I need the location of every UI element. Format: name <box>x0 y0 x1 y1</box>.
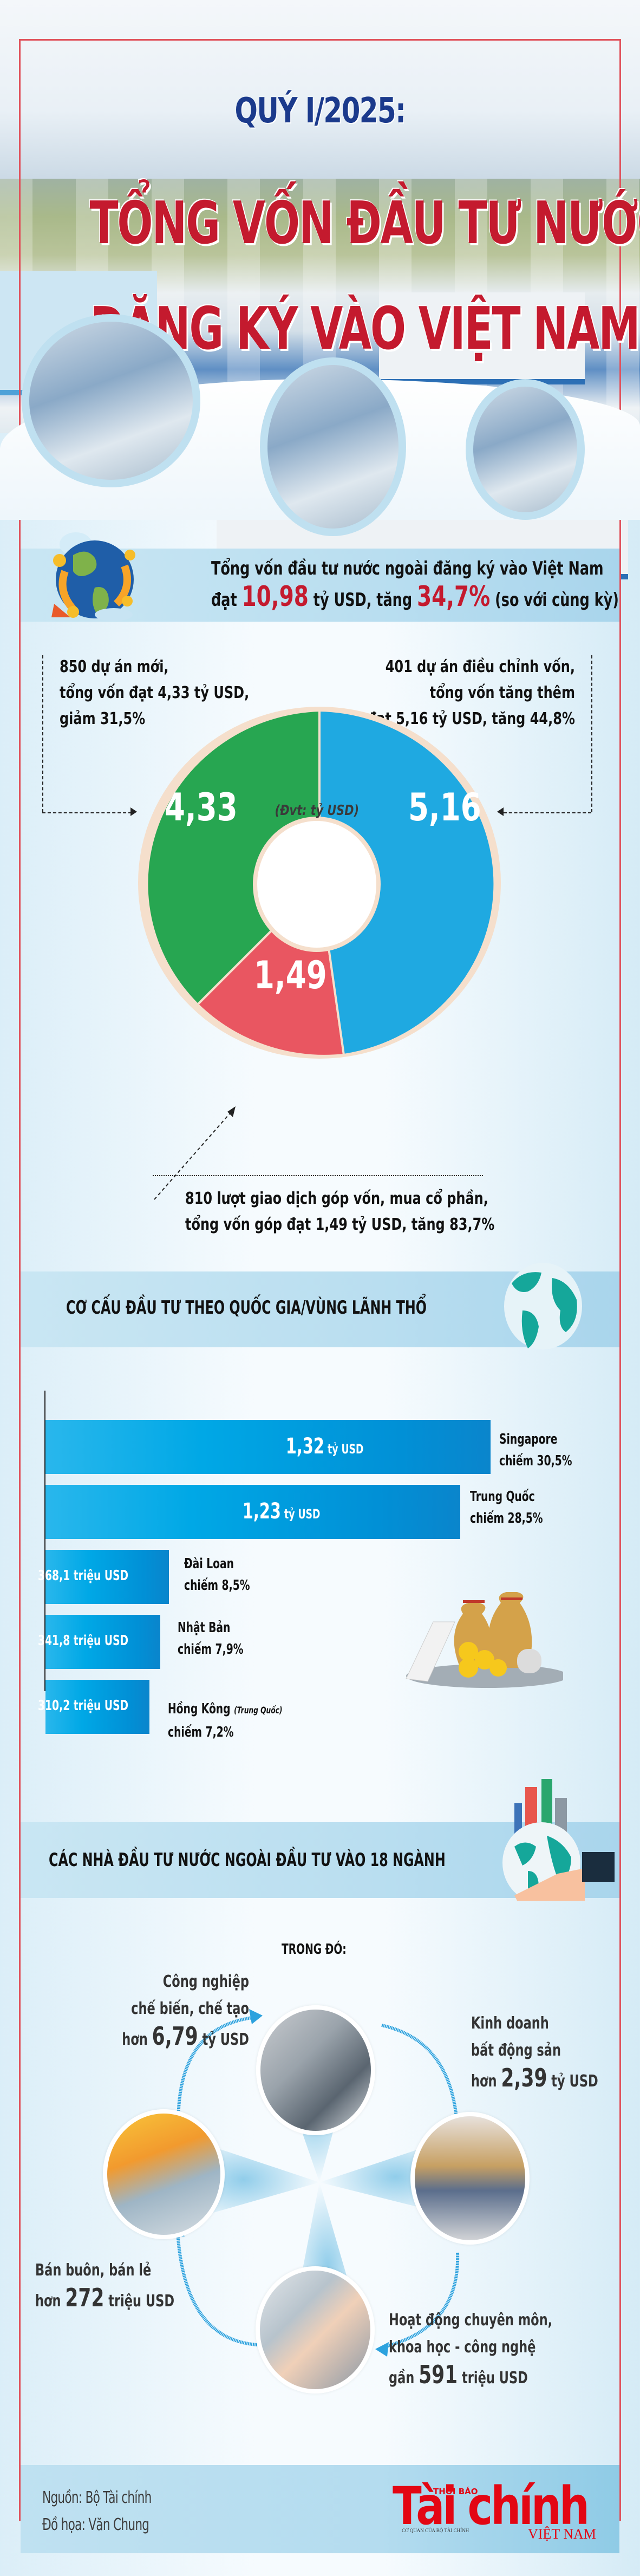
summary-total-value: 10,98 <box>241 581 309 613</box>
logo-country: VIỆT NAM <box>528 2526 596 2542</box>
contribution-note: 810 lượt giao dịch góp vốn, mua cổ phần,… <box>185 1189 495 1234</box>
factory-workers-photo <box>22 314 200 487</box>
bar-chart-axis <box>44 1391 45 1691</box>
bar-nhat-ban <box>45 1615 160 1669</box>
bar-label-dai-loan: Đài Loan chiếm 8,5% <box>184 1556 250 1594</box>
retail-photo <box>103 2109 225 2239</box>
amount-science-tech: 591 <box>419 2360 458 2389</box>
new-projects-note: 850 dự án mới, tổng vốn đạt 4,33 tỷ USD,… <box>60 657 250 728</box>
cleanroom-photo <box>466 379 585 520</box>
header-kicker: QUÝ I/2025: <box>234 91 406 131</box>
bottom-leader-line <box>152 1102 238 1202</box>
slice-label-contribution: 1,49 <box>253 953 327 997</box>
right-leader-line <box>504 812 591 813</box>
manufacturing-photo <box>256 2005 375 2135</box>
pie-unit-label: (Đvt: tỷ USD) <box>275 803 359 819</box>
bar-value-hong-kong: 310,2 triệu USD <box>38 1698 129 1714</box>
bar-label-hong-kong: Hồng Kông (Trung Quốc) chiếm 7,2% <box>168 1701 283 1740</box>
industry-manufacturing: Công nghiệp chế biến, chế tạo hơn 6,79 t… <box>122 1972 249 2051</box>
logo-tagline: CƠ QUAN CỦA BỘ TÀI CHÍNH <box>402 2528 469 2533</box>
amount-manufacturing: 6,79 <box>152 2021 198 2051</box>
source-credit: Nguồn: Bộ Tài chính <box>42 2488 152 2507</box>
science-tech-photo <box>256 2266 375 2394</box>
industry-retail: Bán buôn, bán lẻ hơn 272 triệu USD <box>35 2261 175 2312</box>
countries-section-title: CƠ CẤU ĐẦU TƯ THEO QUỐC GIA/VÙNG LÃNH TH… <box>66 1297 427 1319</box>
industry-real-estate: Kinh doanh bất động sản hơn 2,39 tỷ USD <box>471 2014 598 2092</box>
right-leader-line <box>591 655 592 812</box>
investment-donut-chart <box>135 704 504 1061</box>
summary-growth-value: 34,7% <box>416 581 491 613</box>
industries-subtitle: TRONG ĐÓ: <box>282 1941 347 1958</box>
globe-money-icon <box>43 528 141 623</box>
summary-line1: Tổng vốn đầu tư nước ngoài đăng ký vào V… <box>211 558 604 579</box>
bottom-note-divider <box>153 1175 483 1176</box>
summary-line2: đạt 10,98 tỷ USD, tăng 34,7% (so với cùn… <box>211 581 619 613</box>
left-arrow-head <box>130 807 137 816</box>
left-leader-line <box>42 812 132 813</box>
graphics-credit: Đồ họa: Văn Chung <box>42 2515 149 2534</box>
slice-label-adjusted: 5,16 <box>408 785 481 830</box>
logo-kicker: THỜI BÁO <box>433 2487 478 2496</box>
real-estate-photo <box>410 2112 530 2245</box>
adjusted-projects-note: 401 dự án điều chỉnh vốn, tổng vốn tăng … <box>367 657 575 728</box>
bar-label-singapore: Singapore chiếm 30,5% <box>499 1431 572 1469</box>
bar-value-trung-quoc: 1,23 tỷ USD <box>242 1499 321 1524</box>
industry-science-tech: Hoạt động chuyên môn, khoa học - công ng… <box>389 2311 553 2389</box>
amount-retail: 272 <box>65 2283 105 2312</box>
bar-hong-kong <box>45 1680 149 1734</box>
world-globe-icon <box>501 1262 585 1351</box>
amount-real-estate: 2,39 <box>501 2063 547 2092</box>
bar-label-nhat-ban: Nhật Bản chiếm 7,9% <box>178 1620 244 1658</box>
slice-label-new: 4,33 <box>164 785 238 830</box>
header-sky-background <box>0 0 640 184</box>
factory-building <box>379 292 585 384</box>
assembly-line-photo <box>260 357 406 536</box>
bar-dai-loan <box>45 1550 169 1604</box>
industries-section-title: CÁC NHÀ ĐẦU TƯ NƯỚC NGOÀI ĐẦU TƯ VÀO 18 … <box>49 1849 446 1871</box>
header-title-line1: TỔNG VỐN ĐẦU TƯ NƯỚC NGOÀI <box>89 190 640 257</box>
globe-in-hand-icon <box>466 1771 617 1906</box>
footer-band <box>21 2465 619 2553</box>
publication-logo: Tài chính <box>393 2476 590 2536</box>
bar-label-trung-quoc: Trung Quốc chiếm 28,5% <box>470 1489 543 1527</box>
bar-trung-quoc <box>45 1485 460 1539</box>
bar-value-nhat-ban: 341,8 triệu USD <box>38 1633 129 1649</box>
money-bags-illustration <box>379 1587 569 1690</box>
left-leader-line <box>42 655 43 812</box>
right-arrow-head <box>497 807 504 816</box>
bar-value-dai-loan: 368,1 triệu USD <box>38 1568 129 1584</box>
bar-singapore <box>45 1420 491 1474</box>
bar-value-singapore: 1,32 tỷ USD <box>285 1434 364 1459</box>
